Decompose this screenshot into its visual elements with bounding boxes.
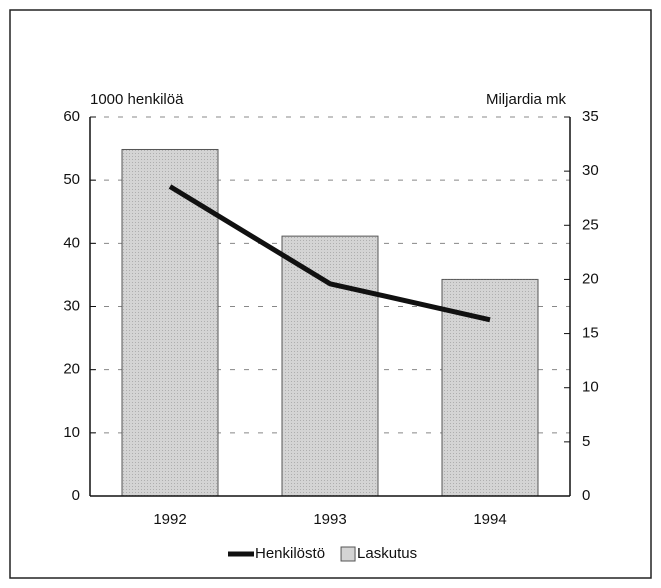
y2-tick-label: 20 (582, 270, 599, 287)
legend-swatch (340, 546, 356, 562)
legend-label: Laskutus (357, 545, 417, 562)
y-axis-label: 1000 henkilöä (90, 91, 184, 108)
y-tick-label: 20 (63, 361, 80, 378)
x-tick-label: 1994 (473, 511, 506, 528)
bar-texture (282, 236, 378, 496)
y-tick-label: 50 (63, 171, 80, 188)
line (168, 184, 491, 323)
bar-texture (442, 279, 538, 496)
bar-texture (122, 149, 218, 496)
y2-tick-label: 15 (582, 325, 599, 342)
x-tick-label: 1992 (153, 511, 186, 528)
y2-tick-label: 10 (582, 379, 599, 396)
y-tick-label: 0 (72, 487, 80, 504)
y-tick-label: 40 (63, 234, 80, 251)
x-tick-label: 1993 (313, 511, 346, 528)
y-tick-label: 10 (63, 424, 80, 441)
legend-label: Henkilöstö (255, 545, 325, 562)
y2-tick-label: 25 (582, 216, 599, 233)
y2-tick-label: 30 (582, 162, 599, 179)
y2-tick-label: 5 (582, 433, 590, 450)
y2-tick-label: 35 (582, 108, 599, 125)
y-tick-label: 30 (63, 297, 80, 314)
y2-tick-label: 0 (582, 487, 590, 504)
y-tick-label: 60 (63, 108, 80, 125)
y2-axis-label: Miljardia mk (486, 91, 567, 108)
